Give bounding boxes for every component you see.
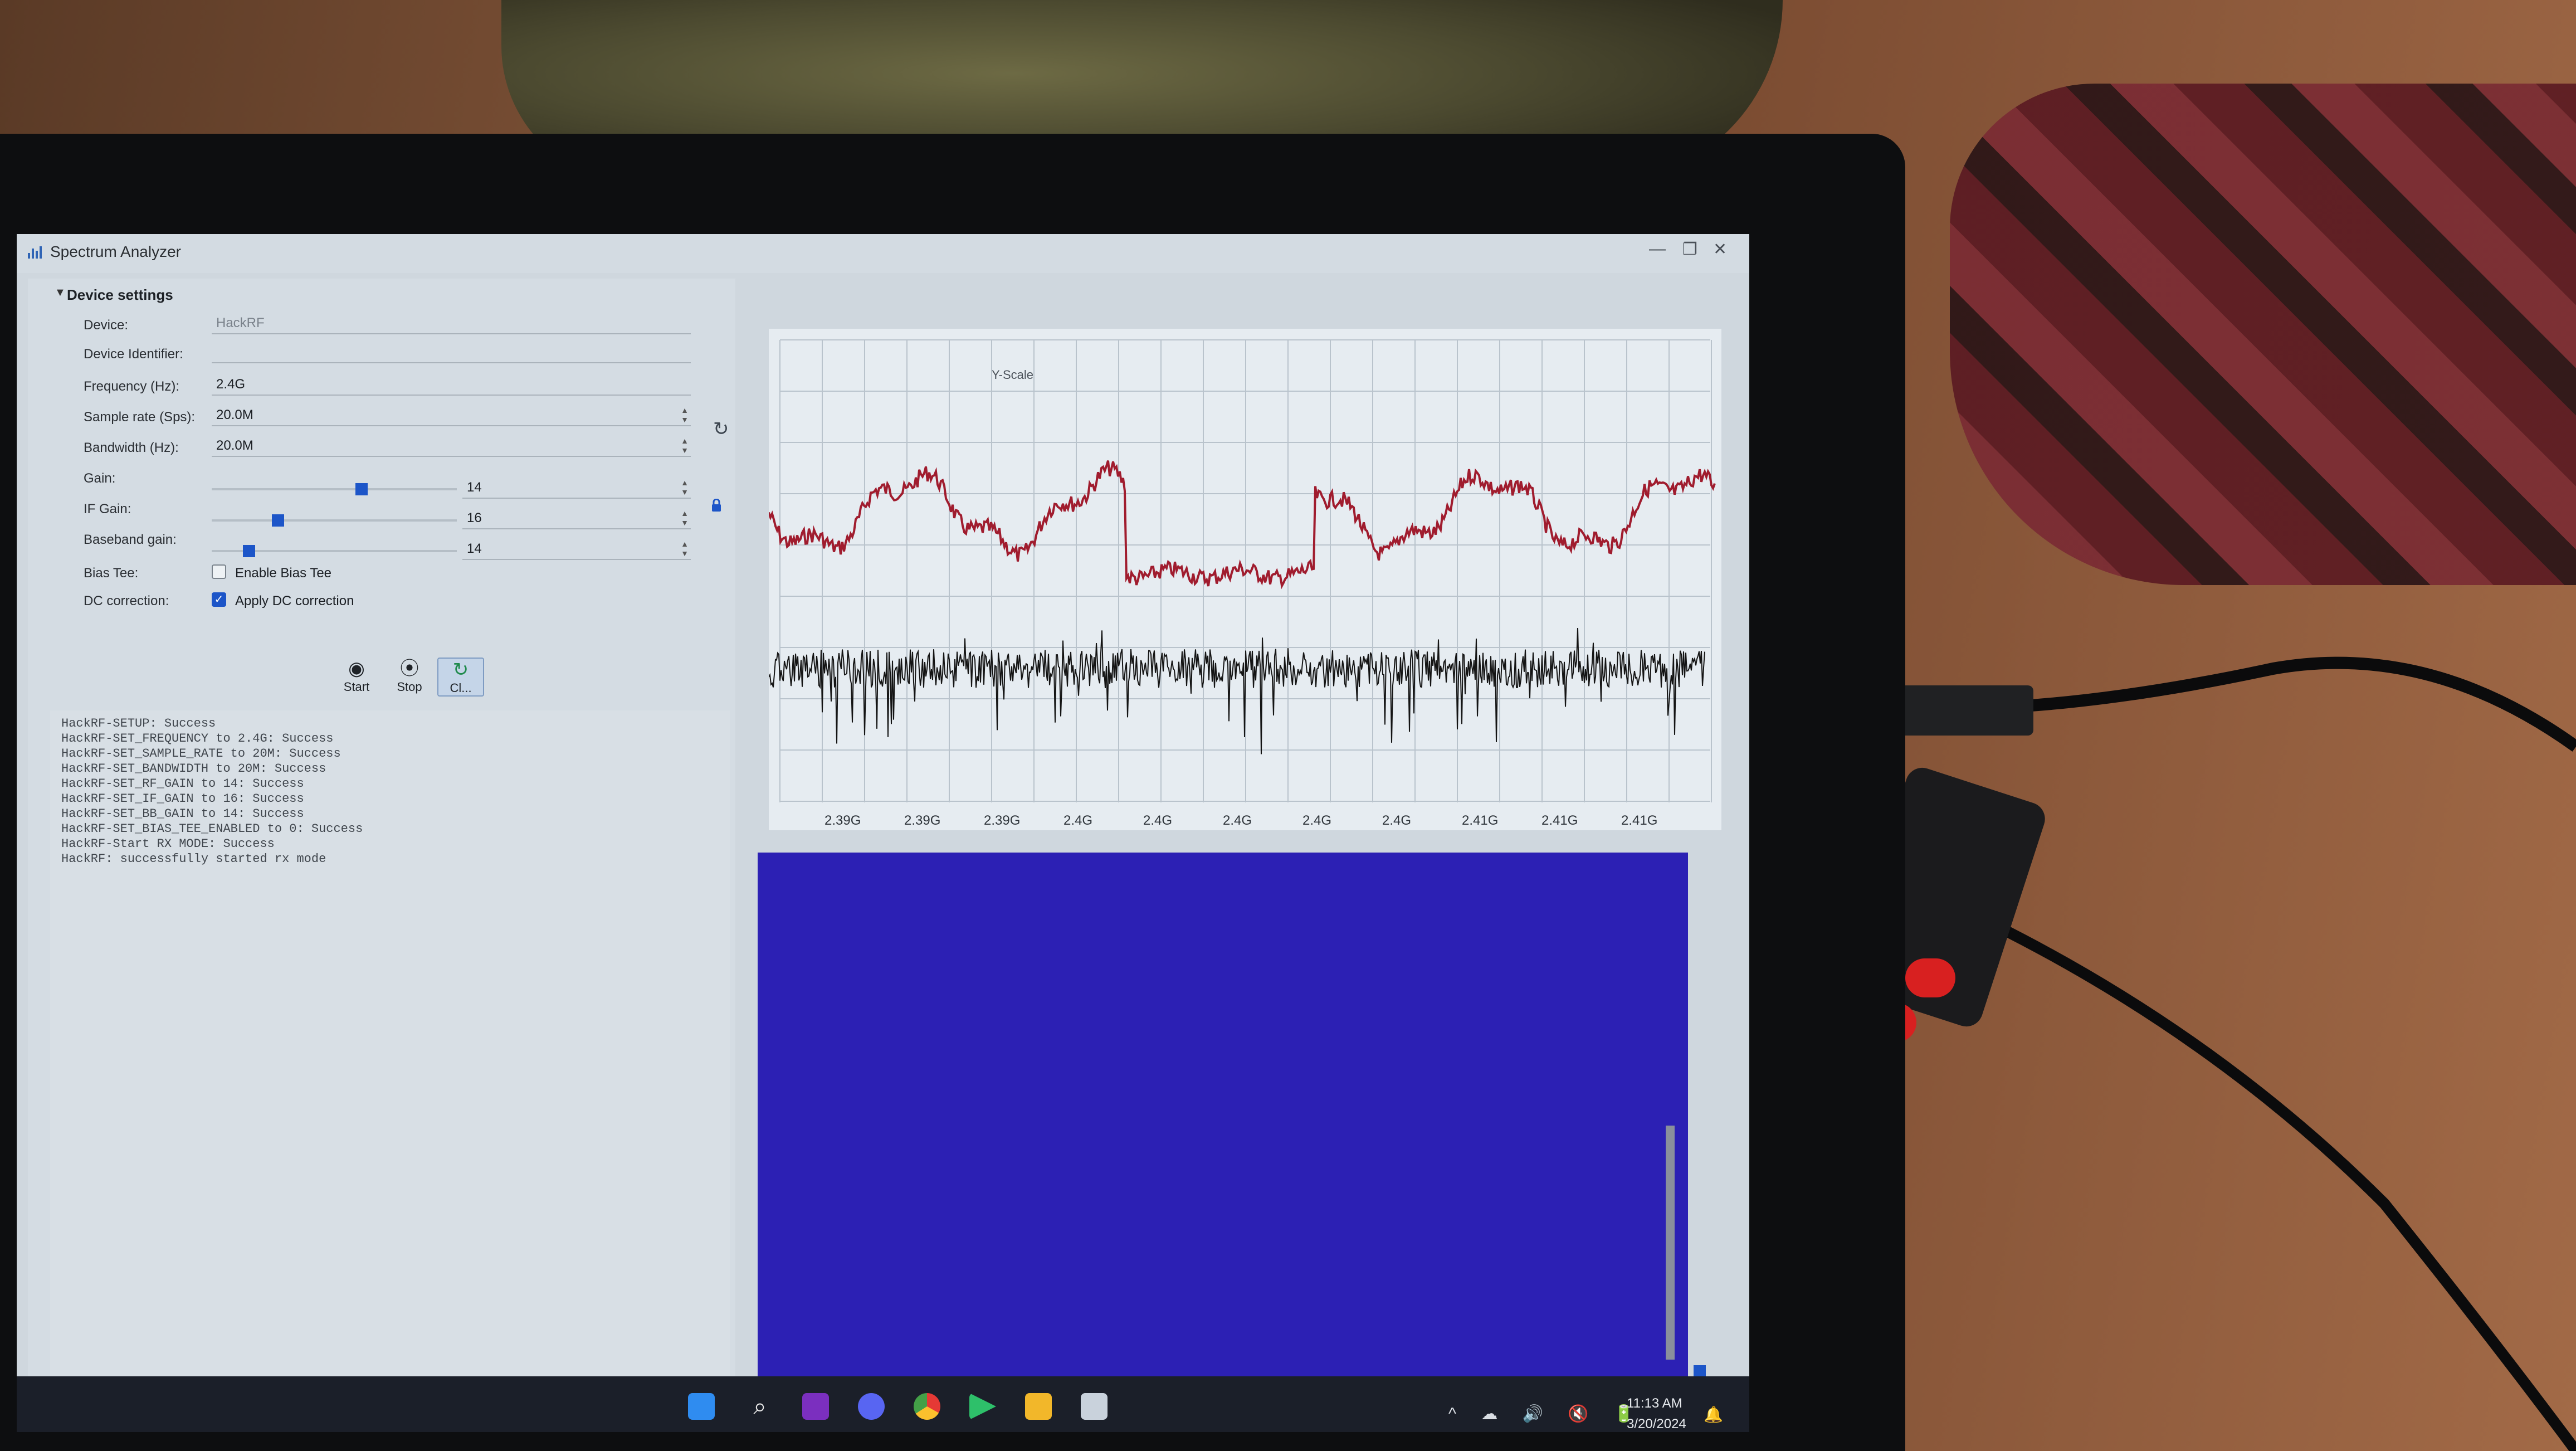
spectrum-plot[interactable]: 2.39G 2.39G 2.39G 2.4G 2.4G 2.4G 2.4G 2.4G 2.41G… xyxy=(769,329,1721,1103)
device-settings-panel: ▼ Device settings Device: HackRF Device … xyxy=(28,279,735,1399)
if-gain-label: IF Gain: xyxy=(84,501,131,517)
waterfall-display[interactable] xyxy=(758,853,1688,1376)
clock-date[interactable]: 3/20/2024 xyxy=(1627,1416,1686,1431)
chrome-icon[interactable] xyxy=(914,1393,940,1420)
restore-button[interactable]: ❐ xyxy=(1682,240,1697,259)
bias-tee-label: Bias Tee: xyxy=(84,566,139,581)
usb-cable xyxy=(1894,656,2576,1451)
dc-correction-checkbox[interactable]: ✓ xyxy=(212,592,226,607)
frequency-field[interactable]: 2.4G xyxy=(212,373,691,396)
baseband-gain-value[interactable]: 14 xyxy=(462,538,691,560)
y-scale-label[interactable]: Y-Scale xyxy=(992,368,1034,382)
x-tick-label: 2.41G xyxy=(1541,813,1578,828)
title-bar: Spectrum Analyzer — ❐ ✕ xyxy=(17,234,1749,273)
spectrum-app-icon xyxy=(28,246,42,259)
plot-grid xyxy=(779,339,1712,802)
start-label: Start xyxy=(343,680,370,694)
stop-icon: ⦿ xyxy=(400,658,419,679)
device-identifier-select[interactable] xyxy=(212,341,691,363)
bias-tee-checkbox[interactable] xyxy=(212,564,226,579)
x-tick-label: 2.4G xyxy=(1382,813,1411,828)
baseband-gain-slider[interactable] xyxy=(212,550,457,552)
spectrum-analyzer-taskbar-icon[interactable] xyxy=(1081,1393,1108,1420)
sample-rate-field[interactable]: 20.0M xyxy=(212,404,691,426)
x-axis-ticks: 2.39G 2.39G 2.39G 2.4G 2.4G 2.4G 2.4G 2.4G 2.41G… xyxy=(824,813,1657,828)
x-tick-label: 2.41G xyxy=(1462,813,1498,828)
waterfall-scrollbar[interactable] xyxy=(1666,1126,1675,1360)
close-button[interactable]: ✕ xyxy=(1713,240,1728,259)
device-label: Device: xyxy=(84,318,129,333)
x-tick-label: 2.39G xyxy=(824,813,861,828)
clear-label: Cl... xyxy=(450,681,472,695)
sample-rate-label: Sample rate (Sps): xyxy=(84,410,196,425)
gain-slider[interactable] xyxy=(212,488,457,490)
frequency-label: Frequency (Hz): xyxy=(84,379,180,394)
record-icon: ◉ xyxy=(348,658,365,679)
spectrum-chart-svg: 2.39G 2.39G 2.39G 2.4G 2.4G 2.4G 2.4G 2.4G 2.41G… xyxy=(769,329,1721,830)
lock-icon[interactable] xyxy=(710,499,723,512)
search-icon[interactable]: ⌕ xyxy=(753,1393,767,1419)
gain-label: Gain: xyxy=(84,471,116,486)
app-window: Spectrum Analyzer — ❐ ✕ ▼ Device setting… xyxy=(17,234,1749,1426)
discord-icon[interactable] xyxy=(858,1393,885,1420)
collapse-caret-icon[interactable]: ▼ xyxy=(55,286,66,299)
bandwidth-field[interactable]: 20.0M xyxy=(212,435,691,457)
bandwidth-spinner[interactable]: ▲ ▼ xyxy=(681,436,689,455)
bias-tee-check-label[interactable]: Enable Bias Tee xyxy=(235,566,332,581)
device-settings-header[interactable]: Device settings xyxy=(67,286,173,303)
gain-value[interactable]: 14 xyxy=(462,476,691,499)
notification-bell-icon[interactable]: 🔔 xyxy=(1704,1406,1723,1423)
dc-correction-label: DC correction: xyxy=(84,593,169,608)
baseband-gain-spinner[interactable]: ▲ ▼ xyxy=(681,539,689,558)
x-tick-label: 2.39G xyxy=(984,813,1020,828)
refresh-green-icon: ↻ xyxy=(452,659,469,680)
x-tick-label: 2.39G xyxy=(904,813,940,828)
gain-spinner[interactable]: ▲ ▼ xyxy=(681,478,689,496)
dc-correction-check-label[interactable]: Apply DC correction xyxy=(235,593,354,608)
x-tick-label: 2.4G xyxy=(1063,813,1092,828)
device-identifier-label: Device Identifier: xyxy=(84,347,183,362)
if-gain-spinner[interactable]: ▲ ▼ xyxy=(681,509,689,527)
x-tick-label: 2.4G xyxy=(1223,813,1252,828)
x-tick-label: 2.4G xyxy=(1143,813,1172,828)
baseband-gain-slider-thumb[interactable] xyxy=(242,545,255,557)
x-tick-label: 2.4G xyxy=(1302,813,1331,828)
clear-button[interactable]: ↻ Cl... xyxy=(437,658,484,697)
window-title: Spectrum Analyzer xyxy=(50,243,181,260)
sma-connector xyxy=(1905,958,1955,997)
minimize-button[interactable]: — xyxy=(1649,240,1666,258)
gain-slider-thumb[interactable] xyxy=(355,483,368,495)
refresh-devices-icon[interactable]: ↻ xyxy=(713,418,729,440)
plaid-cloth xyxy=(1950,84,2576,585)
live-spectrum-trace xyxy=(769,627,1705,754)
if-gain-slider-thumb[interactable] xyxy=(271,514,284,527)
if-gain-value[interactable]: 16 xyxy=(462,507,691,529)
windows-start-icon[interactable] xyxy=(688,1393,715,1420)
baseband-gain-label: Baseband gain: xyxy=(84,532,177,547)
clock-time[interactable]: 11:13 AM xyxy=(1627,1396,1682,1411)
resize-handle[interactable] xyxy=(1694,1365,1706,1377)
peak-hold-trace xyxy=(769,460,1716,590)
stop-button[interactable]: ⦿ Stop xyxy=(387,658,432,694)
log-output[interactable]: HackRF-SETUP: Success HackRF-SET_FREQUEN… xyxy=(50,710,730,1390)
file-explorer-icon[interactable] xyxy=(1025,1393,1052,1420)
sample-rate-spinner[interactable]: ▲ ▼ xyxy=(681,406,689,424)
if-gain-slider[interactable] xyxy=(212,519,457,522)
start-button[interactable]: ◉ Start xyxy=(334,658,379,694)
device-select[interactable]: HackRF xyxy=(212,312,691,334)
system-tray-icons[interactable]: ^ ☁ 🔊 🔇 🔋 xyxy=(1448,1405,1645,1423)
bandwidth-label: Bandwidth (Hz): xyxy=(84,440,179,455)
onenote-icon[interactable] xyxy=(802,1393,829,1420)
stop-label: Stop xyxy=(397,680,422,694)
x-tick-label: 2.41G xyxy=(1621,813,1657,828)
